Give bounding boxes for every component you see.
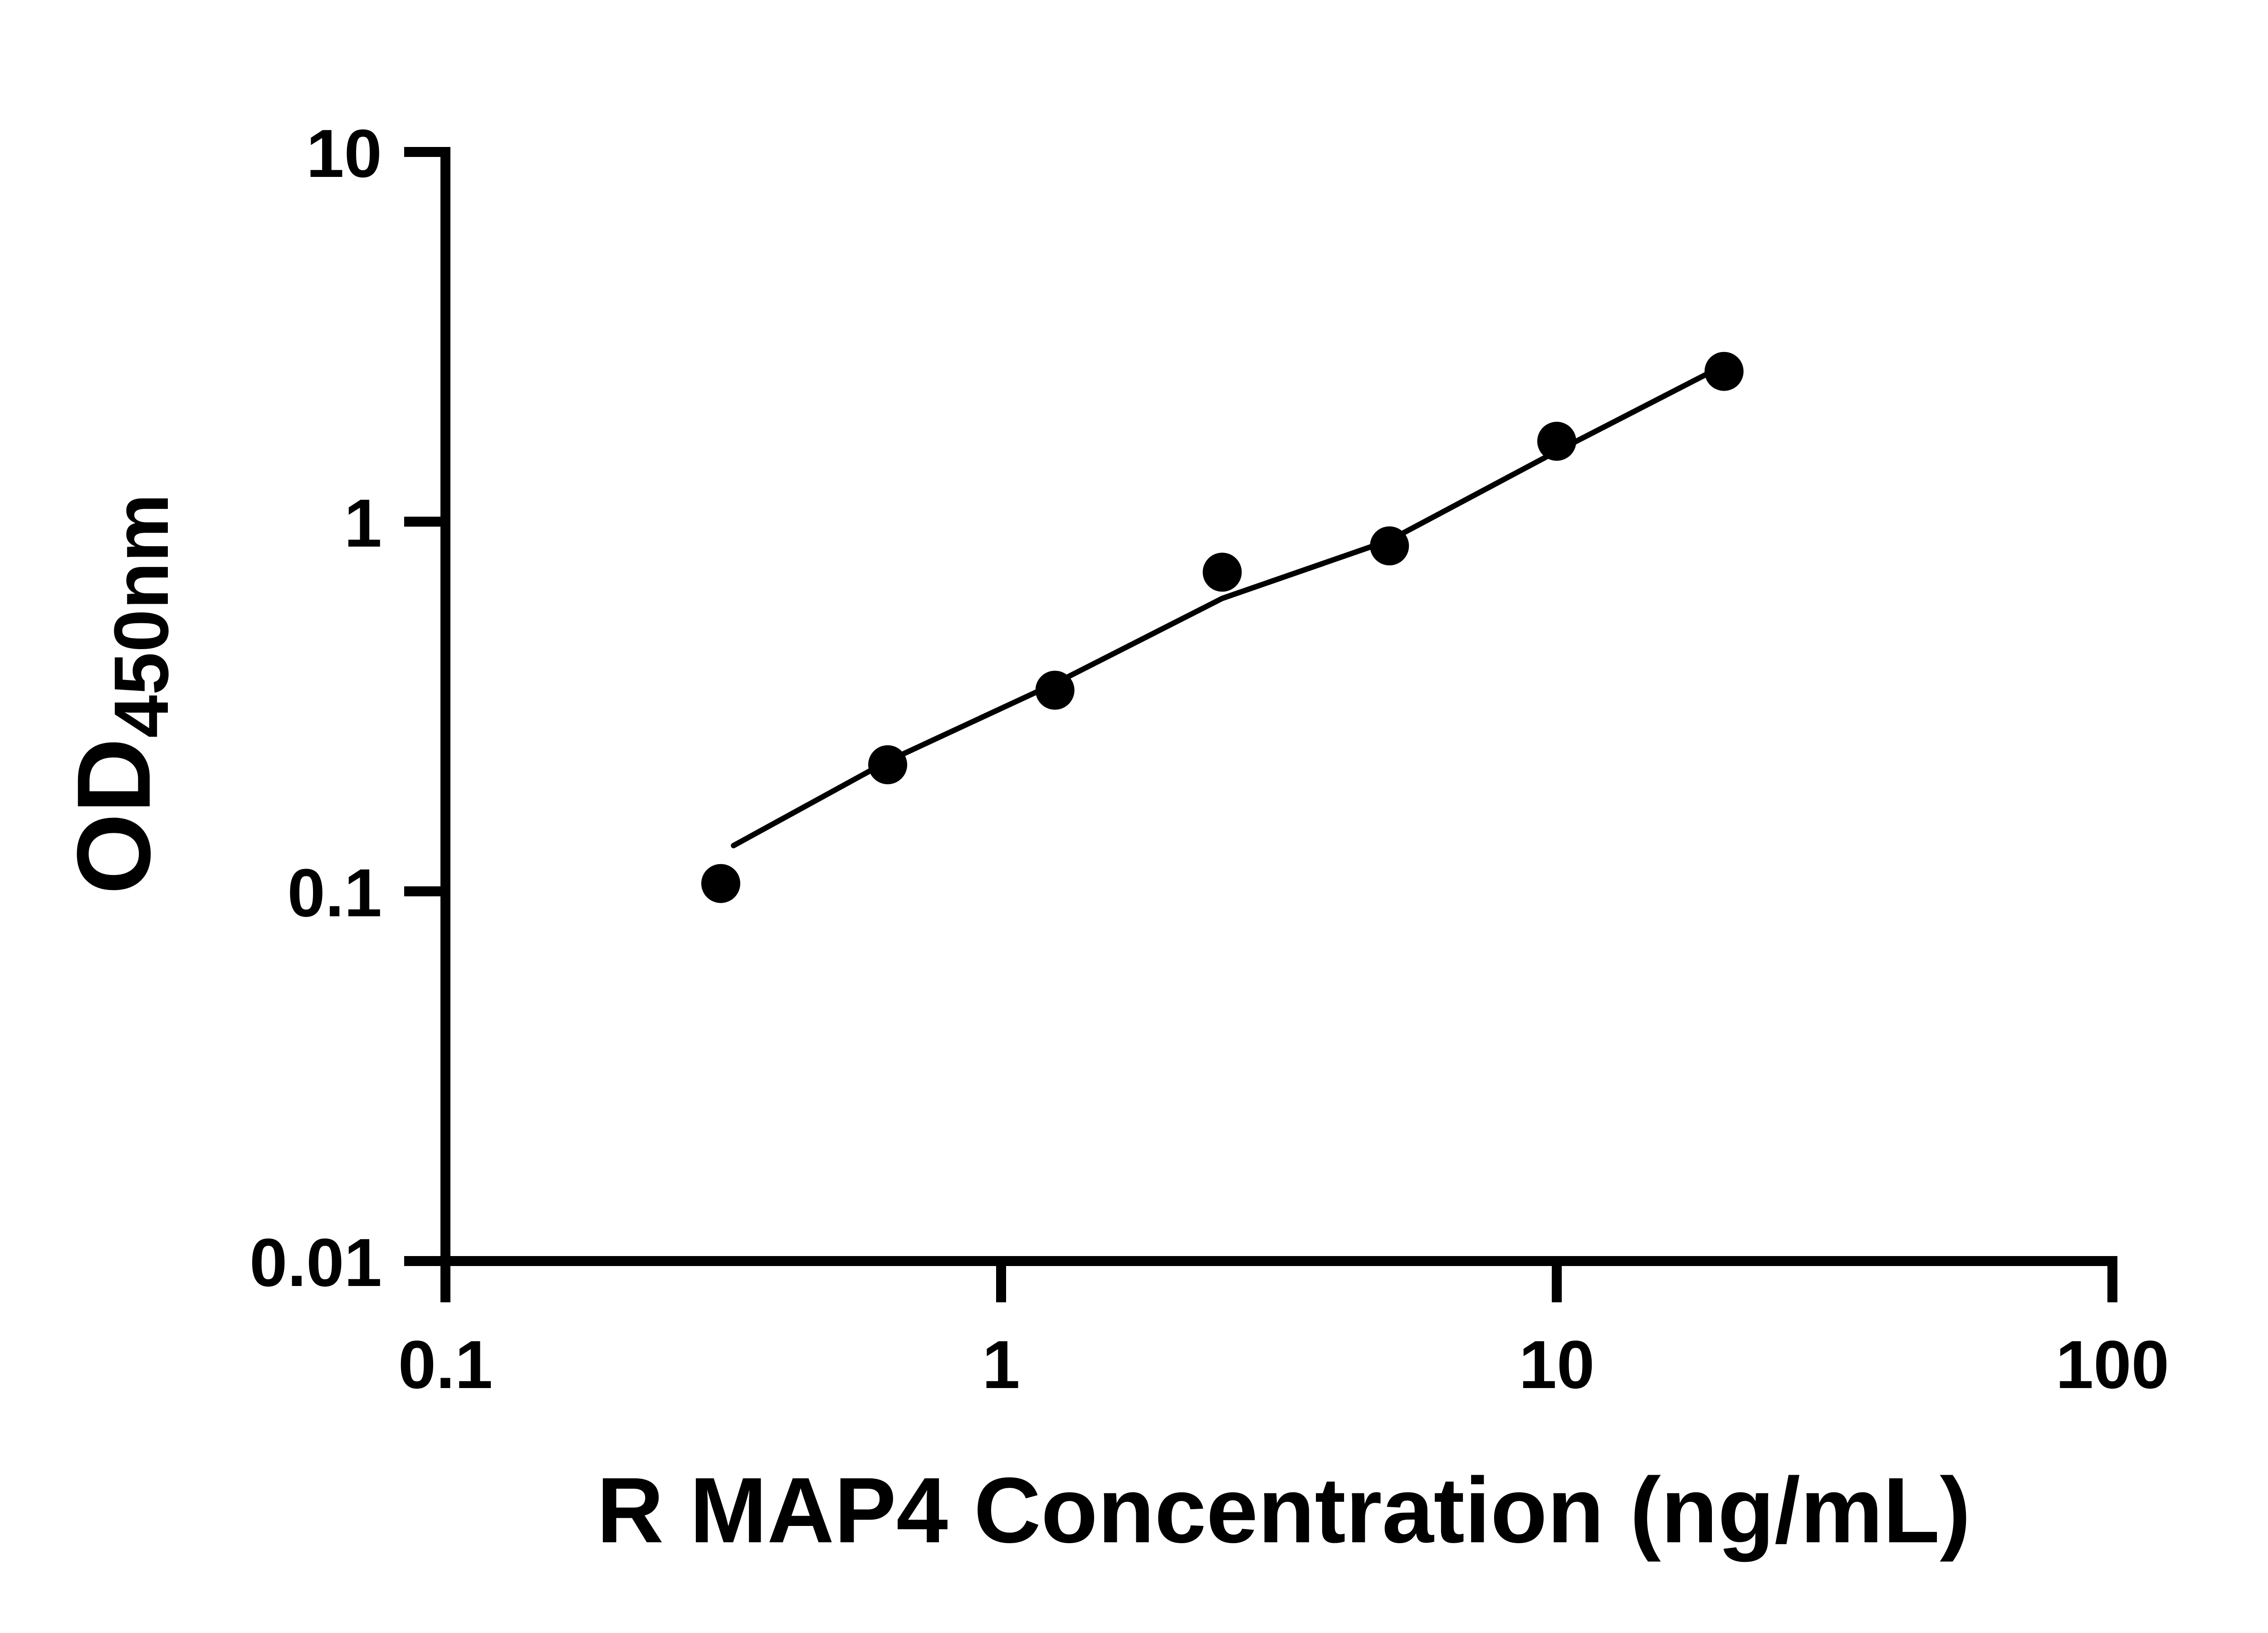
data-point: [701, 864, 740, 903]
data-point: [1537, 421, 1576, 461]
x-tick-label: 10: [1519, 1326, 1595, 1403]
x-tick-label: 100: [2056, 1326, 2169, 1403]
data-point: [1704, 352, 1744, 391]
x-tick-label: 0.1: [398, 1326, 493, 1403]
y-axis-title: OD450nm: [55, 494, 185, 895]
data-point: [1202, 552, 1242, 592]
y-tick-label: 10: [306, 115, 382, 191]
y-axis-title-main: OD: [55, 738, 172, 895]
data-point: [1370, 526, 1409, 566]
x-tick-label: 1: [982, 1326, 1020, 1403]
y-tick-label: 0.01: [249, 1224, 382, 1301]
y-axis-title-subscript: 450nm: [98, 494, 185, 738]
y-tick-label: 1: [344, 485, 382, 561]
x-axis-title: R MAP4 Concentration (ng/mL): [596, 1458, 1970, 1562]
axis-spine: [440, 147, 2117, 1266]
data-point: [868, 745, 907, 784]
data-point: [1035, 670, 1075, 710]
y-tick-label: 0.1: [287, 855, 382, 931]
